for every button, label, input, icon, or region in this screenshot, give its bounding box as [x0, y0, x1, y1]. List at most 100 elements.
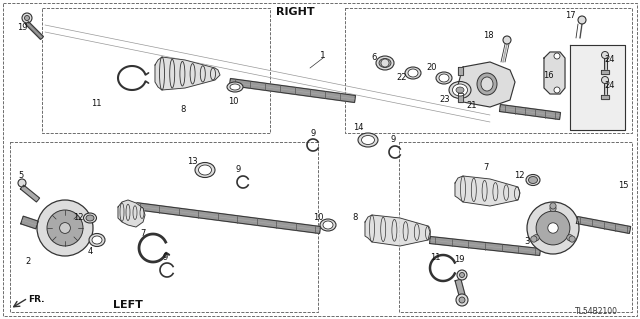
Circle shape: [503, 36, 511, 44]
Text: 3: 3: [524, 238, 530, 247]
Text: FR.: FR.: [28, 295, 44, 305]
Ellipse shape: [195, 162, 215, 177]
Ellipse shape: [477, 73, 497, 95]
Text: 11: 11: [429, 254, 440, 263]
Ellipse shape: [230, 84, 240, 90]
Circle shape: [460, 272, 465, 278]
Ellipse shape: [526, 174, 540, 186]
Polygon shape: [458, 62, 515, 107]
Polygon shape: [429, 236, 540, 256]
Ellipse shape: [408, 69, 418, 77]
Polygon shape: [544, 52, 565, 94]
Polygon shape: [26, 22, 44, 40]
Circle shape: [550, 203, 556, 209]
Polygon shape: [570, 45, 625, 130]
Ellipse shape: [320, 219, 336, 231]
Text: 9: 9: [310, 129, 316, 137]
Text: 12: 12: [73, 213, 83, 222]
Ellipse shape: [456, 87, 464, 93]
Polygon shape: [365, 215, 430, 246]
Text: 14: 14: [353, 123, 364, 132]
Polygon shape: [455, 279, 465, 296]
Circle shape: [18, 179, 26, 187]
Ellipse shape: [83, 213, 97, 223]
Circle shape: [459, 297, 465, 303]
Circle shape: [569, 236, 575, 242]
Circle shape: [554, 53, 560, 59]
Text: 12: 12: [514, 170, 524, 180]
Polygon shape: [20, 216, 38, 229]
Text: 8: 8: [180, 106, 186, 115]
Text: 7: 7: [483, 164, 489, 173]
Text: 2: 2: [26, 257, 31, 266]
Text: 19: 19: [17, 24, 28, 33]
Text: 24: 24: [605, 80, 615, 90]
Polygon shape: [20, 185, 40, 202]
Ellipse shape: [198, 165, 211, 175]
Circle shape: [548, 223, 558, 233]
Circle shape: [536, 211, 570, 245]
Polygon shape: [604, 58, 607, 70]
Ellipse shape: [379, 58, 391, 68]
Circle shape: [47, 210, 83, 246]
Circle shape: [578, 16, 586, 24]
Polygon shape: [458, 67, 463, 75]
Ellipse shape: [92, 236, 102, 244]
Text: 8: 8: [352, 213, 358, 222]
Ellipse shape: [358, 133, 378, 147]
Polygon shape: [134, 203, 321, 234]
Text: 4: 4: [88, 248, 93, 256]
Circle shape: [24, 16, 29, 20]
Circle shape: [37, 200, 93, 256]
Polygon shape: [118, 200, 145, 227]
Text: 9: 9: [236, 166, 241, 174]
Ellipse shape: [439, 74, 449, 82]
Polygon shape: [601, 70, 609, 74]
Text: 10: 10: [228, 98, 238, 107]
Circle shape: [60, 223, 70, 234]
Circle shape: [527, 202, 579, 254]
Ellipse shape: [86, 215, 94, 221]
Text: 10: 10: [313, 213, 323, 222]
Text: 5: 5: [19, 172, 24, 181]
Circle shape: [456, 294, 468, 306]
Ellipse shape: [89, 234, 105, 247]
Polygon shape: [604, 83, 607, 95]
Ellipse shape: [362, 136, 374, 145]
Text: 7: 7: [140, 228, 146, 238]
Text: 16: 16: [543, 70, 554, 79]
Circle shape: [533, 235, 540, 241]
Text: 13: 13: [187, 157, 197, 166]
Circle shape: [554, 87, 560, 93]
Text: 9: 9: [163, 254, 168, 263]
Circle shape: [550, 205, 556, 211]
Ellipse shape: [405, 67, 421, 79]
Circle shape: [22, 13, 32, 23]
Text: RIGHT: RIGHT: [276, 7, 314, 17]
Circle shape: [567, 235, 573, 241]
Polygon shape: [455, 176, 520, 206]
Circle shape: [531, 236, 537, 242]
Ellipse shape: [376, 56, 394, 70]
Text: LEFT: LEFT: [113, 300, 143, 310]
Text: 9: 9: [390, 136, 396, 145]
Circle shape: [602, 51, 609, 58]
Circle shape: [381, 59, 389, 67]
Circle shape: [457, 270, 467, 280]
Text: 20: 20: [427, 63, 437, 72]
Circle shape: [602, 77, 609, 84]
Text: 21: 21: [467, 100, 477, 109]
Polygon shape: [230, 78, 355, 102]
Ellipse shape: [436, 72, 452, 84]
Text: 1: 1: [320, 50, 326, 60]
Ellipse shape: [323, 221, 333, 229]
Text: 11: 11: [91, 99, 101, 108]
Text: 24: 24: [605, 56, 615, 64]
Polygon shape: [500, 105, 561, 120]
Text: 19: 19: [454, 256, 464, 264]
Ellipse shape: [529, 176, 538, 183]
Text: 23: 23: [440, 95, 451, 105]
Text: 18: 18: [483, 31, 493, 40]
Ellipse shape: [227, 82, 243, 92]
Ellipse shape: [481, 77, 493, 91]
